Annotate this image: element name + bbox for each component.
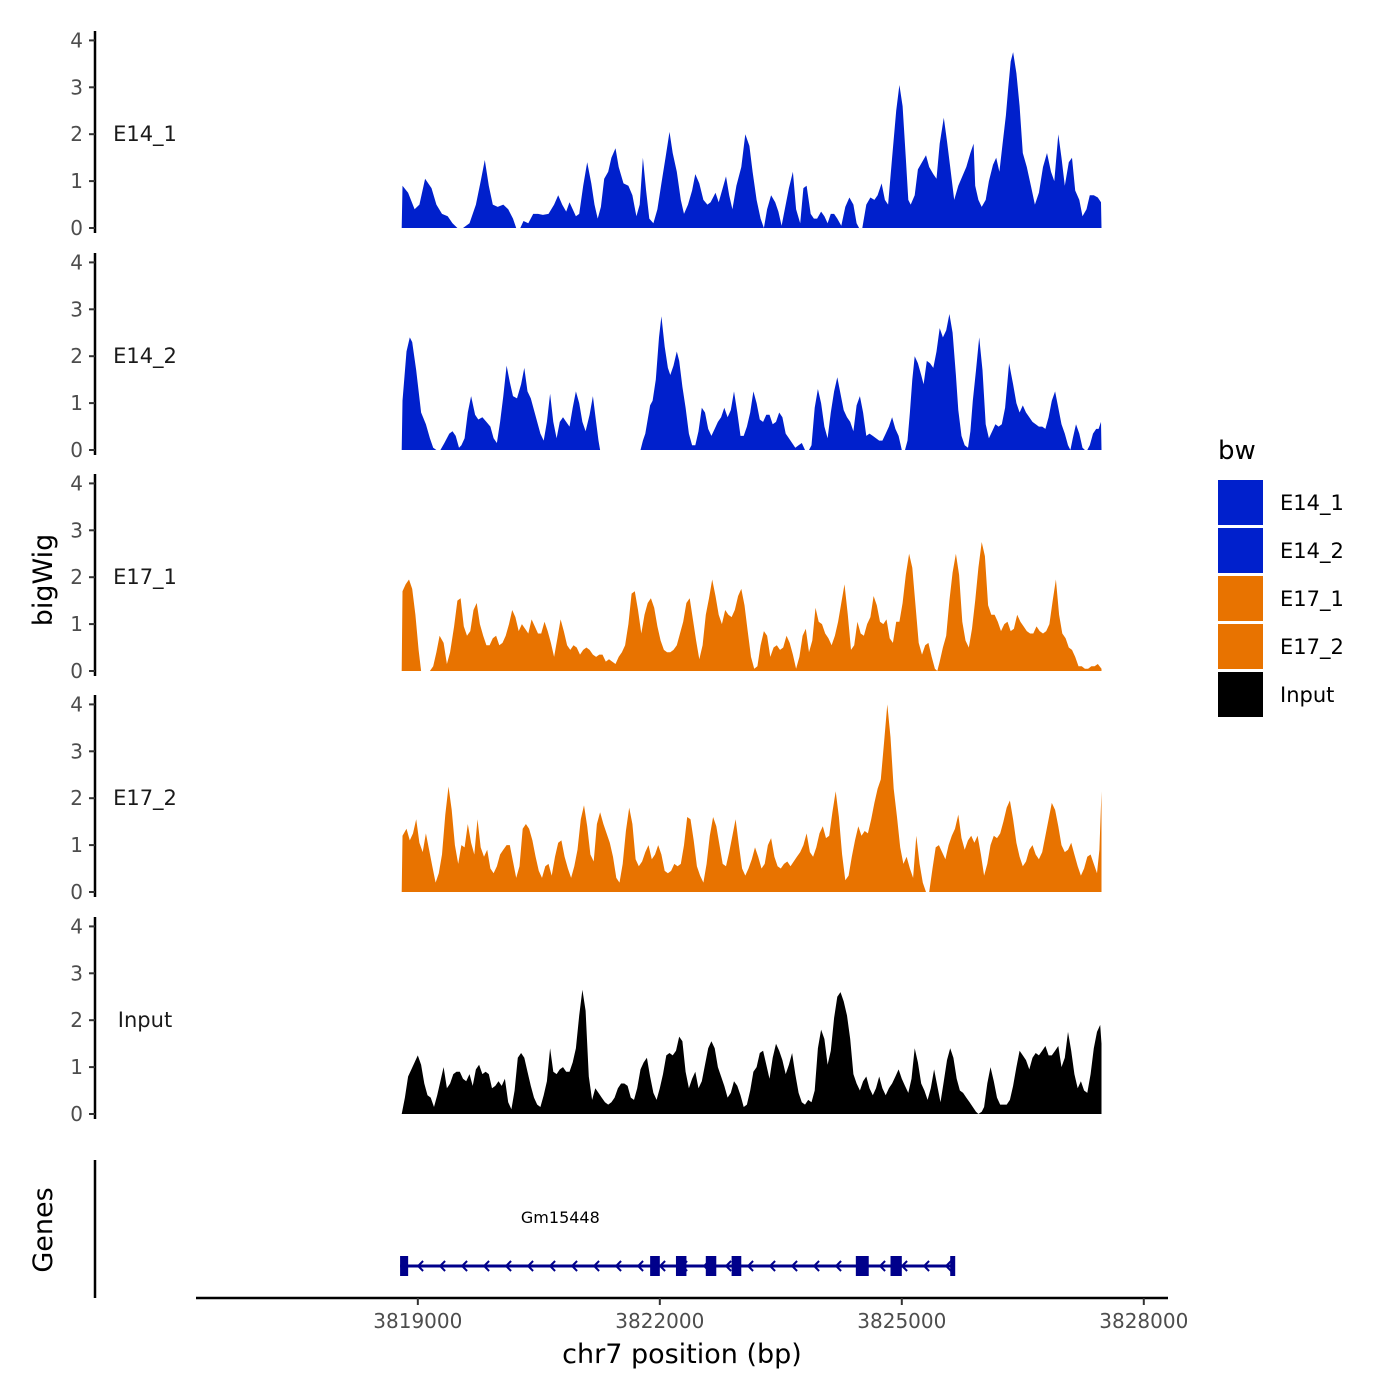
y-axis-title: bigWig bbox=[28, 534, 59, 627]
legend-label: E17_2 bbox=[1280, 635, 1344, 660]
strand-arrow bbox=[944, 1260, 952, 1272]
x-tick-label: 3825000 bbox=[857, 1309, 946, 1333]
y-tick-label: 1 bbox=[70, 169, 83, 193]
legend-label: E14_1 bbox=[1280, 491, 1344, 516]
strand-arrow bbox=[878, 1260, 886, 1272]
strand-arrow bbox=[592, 1260, 600, 1272]
strand-arrow bbox=[790, 1260, 798, 1272]
legend-key bbox=[1218, 672, 1263, 717]
track-e14-1: 0 1 2 3 4 E14_1 bbox=[70, 28, 1102, 240]
strand-arrow bbox=[636, 1260, 644, 1272]
strand-arrow bbox=[482, 1260, 490, 1272]
x-tick-label: 3828000 bbox=[1099, 1309, 1188, 1333]
strand-arrow bbox=[922, 1260, 930, 1272]
track-label: E14_2 bbox=[113, 344, 177, 369]
y-tick-label: 0 bbox=[70, 880, 83, 904]
strand-arrow bbox=[570, 1260, 578, 1272]
strand-arrow bbox=[460, 1260, 468, 1272]
signal-area bbox=[401, 52, 1102, 228]
y-tick-label: 4 bbox=[70, 914, 83, 938]
y-tick-label: 1 bbox=[70, 833, 83, 857]
exon-block bbox=[855, 1256, 869, 1276]
track-e17-2: 0 1 2 3 4 E17_2 bbox=[70, 692, 1102, 904]
strand-arrow bbox=[834, 1260, 842, 1272]
legend: bw E14_1 E14_2 E17_1 E17_2 Input bbox=[1218, 436, 1344, 717]
y-tick-label: 3 bbox=[70, 739, 83, 763]
track-e14-2: 0 1 2 3 4 E14_2 bbox=[70, 250, 1102, 462]
y-tick-label: 1 bbox=[70, 612, 83, 636]
strand-arrow bbox=[614, 1260, 622, 1272]
exon-block bbox=[675, 1256, 687, 1276]
strand-arrow bbox=[768, 1260, 776, 1272]
track-e17-1: 0 1 2 3 4 E17_1 bbox=[70, 471, 1102, 683]
x-axis-title: chr7 position (bp) bbox=[562, 1339, 802, 1370]
y-tick-label: 0 bbox=[70, 438, 83, 462]
exon-block bbox=[890, 1256, 902, 1276]
y-tick-label: 1 bbox=[70, 391, 83, 415]
genes-panel: Gm15448 bbox=[93, 1160, 956, 1298]
y-tick-label: 0 bbox=[70, 216, 83, 240]
strand-arrow bbox=[504, 1260, 512, 1272]
track-label: E17_2 bbox=[113, 786, 177, 811]
x-axis: 3819000 3822000 3825000 3828000 bbox=[196, 1296, 1188, 1333]
legend-key bbox=[1218, 576, 1263, 621]
gene-model: Gm15448 bbox=[400, 1208, 956, 1276]
exon-block bbox=[650, 1256, 660, 1276]
strand-arrow bbox=[416, 1260, 424, 1272]
signal-area bbox=[401, 314, 1102, 450]
y-tick-label: 3 bbox=[70, 75, 83, 99]
track-input: 0 1 2 3 4 Input bbox=[70, 914, 1102, 1126]
y-tick-label: 2 bbox=[70, 1008, 83, 1032]
strand-arrow bbox=[812, 1260, 820, 1272]
y-tick-label: 0 bbox=[70, 659, 83, 683]
y-tick-label: 4 bbox=[70, 28, 83, 52]
y-tick-label: 4 bbox=[70, 692, 83, 716]
signal-area bbox=[401, 704, 1102, 892]
legend-label: E17_1 bbox=[1280, 587, 1344, 612]
exon-block bbox=[705, 1256, 717, 1276]
y-tick-label: 1 bbox=[70, 1055, 83, 1079]
y-tick-label: 4 bbox=[70, 471, 83, 495]
track-label: Input bbox=[118, 1008, 172, 1032]
y-tick-label: 3 bbox=[70, 518, 83, 542]
y-tick-label: 3 bbox=[70, 961, 83, 985]
track-label: E14_1 bbox=[113, 122, 177, 147]
x-tick-label: 3822000 bbox=[615, 1309, 704, 1333]
track-panels: 0 1 2 3 4 E14_1 0 1 2 3 4 E14_2 0 1 2 3 4 E17_1 0 1 2 3 4 E17_2… bbox=[70, 28, 1102, 1126]
strand-arrow bbox=[900, 1260, 908, 1272]
y-tick-label: 2 bbox=[70, 122, 83, 146]
legend-key bbox=[1218, 480, 1263, 525]
y-tick-label: 2 bbox=[70, 786, 83, 810]
legend-title: bw bbox=[1218, 436, 1256, 466]
strand-arrow bbox=[724, 1260, 732, 1272]
strand-arrow bbox=[438, 1260, 446, 1272]
y-tick-label: 0 bbox=[70, 1102, 83, 1126]
legend-key bbox=[1218, 528, 1263, 573]
y-tick-label: 2 bbox=[70, 344, 83, 368]
strand-arrow bbox=[526, 1260, 534, 1272]
legend-key bbox=[1218, 624, 1263, 669]
legend-label: E14_2 bbox=[1280, 539, 1344, 564]
strand-arrow bbox=[548, 1260, 556, 1272]
y-tick-label: 4 bbox=[70, 250, 83, 274]
exon-block bbox=[731, 1256, 742, 1276]
strand-arrow bbox=[658, 1260, 666, 1272]
signal-area bbox=[401, 989, 1102, 1114]
y-tick-label: 2 bbox=[70, 565, 83, 589]
track-label: E17_1 bbox=[113, 565, 177, 590]
signal-area bbox=[401, 542, 1102, 671]
genes-axis-title: Genes bbox=[28, 1187, 59, 1272]
x-tick-label: 3819000 bbox=[373, 1309, 462, 1333]
y-tick-label: 3 bbox=[70, 297, 83, 321]
gene-name-label: Gm15448 bbox=[521, 1208, 600, 1227]
exon-block bbox=[950, 1256, 956, 1276]
legend-label: Input bbox=[1280, 683, 1334, 707]
exon-block bbox=[400, 1256, 409, 1276]
strand-arrow bbox=[746, 1260, 754, 1272]
